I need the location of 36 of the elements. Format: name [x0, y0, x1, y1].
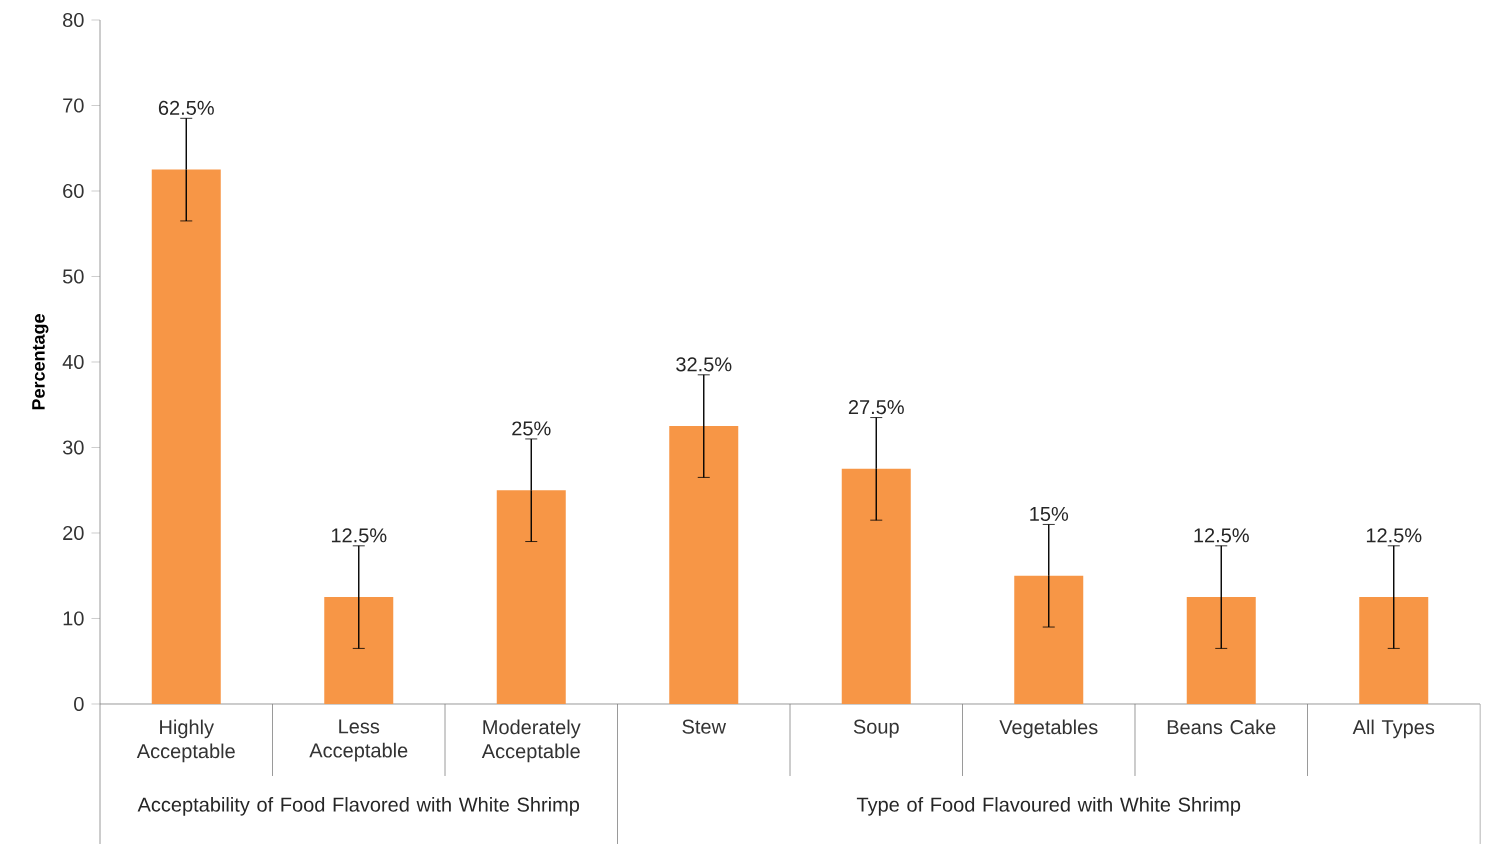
- y-axis-title: Percentage: [32, 314, 49, 410]
- data-label: 25%: [512, 421, 551, 436]
- data-label: 32.5%: [676, 357, 732, 372]
- x-tick-label: Beans Cake: [1167, 719, 1276, 735]
- x-tick-label: Vegetables: [999, 719, 1098, 739]
- data-label: 27.5%: [848, 400, 904, 415]
- bar: [669, 426, 739, 704]
- bar: [1359, 597, 1429, 704]
- bar: [324, 597, 394, 704]
- data-label: 62.5%: [158, 100, 214, 115]
- data-label: 12.5%: [1194, 528, 1249, 543]
- bar: [1186, 597, 1256, 704]
- x-tick-label: Highly Acceptable: [136, 719, 235, 763]
- x-tick-label: Moderately Acceptable: [481, 719, 581, 763]
- data-label: 12.5%: [1366, 528, 1422, 543]
- y-tick-label: 30: [62, 440, 84, 455]
- y-tick-label: 50: [62, 269, 84, 284]
- data-label: 15%: [1030, 506, 1069, 522]
- y-tick-label: 60: [63, 183, 84, 199]
- x-tick-label: Less Acceptable: [309, 719, 408, 762]
- bar: [841, 468, 911, 704]
- x-tick-label: Soup: [853, 719, 899, 738]
- data-label: 12.5%: [331, 528, 387, 543]
- y-tick-label: 0: [74, 696, 84, 712]
- text: Acceptability of Food Flavored with White Shrimp: [137, 797, 580, 816]
- y-tick-label: 40: [62, 354, 84, 370]
- y-tick-label: 80: [63, 12, 84, 28]
- x-tick-label: All Types: [1352, 719, 1435, 739]
- y-tick-label: 70: [63, 98, 84, 113]
- bar: [151, 169, 221, 704]
- bar: [496, 490, 566, 704]
- y-tick-label: 20: [63, 525, 84, 541]
- y-tick-label: 10: [63, 611, 84, 626]
- text: Type of Food Flavoured with White Shrimp: [856, 797, 1241, 816]
- bar: [1014, 575, 1084, 704]
- x-tick-label: Stew: [682, 719, 727, 734]
